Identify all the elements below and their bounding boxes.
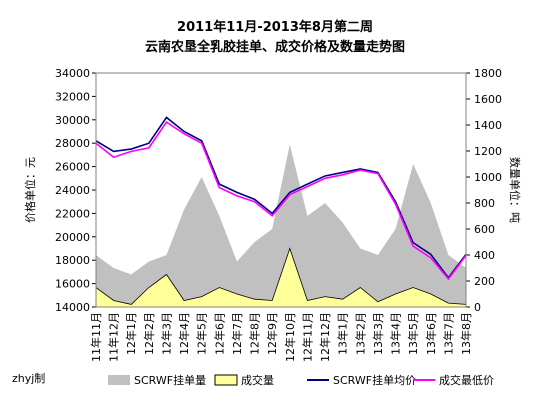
y-tick-label: 30000 [55, 114, 90, 127]
y2-tick-label: 1800 [474, 67, 502, 80]
legend-label: SCRWF挂单量 [134, 373, 206, 387]
legend-swatch [108, 375, 130, 385]
x-tick-label: 12年8月 [248, 312, 262, 355]
x-tick-label: 12年4月 [177, 312, 191, 355]
x-tick-label: 13年2月 [353, 312, 367, 355]
chart-title: 2011年11月-2013年8月第二周 [177, 19, 373, 35]
y2-tick-label: 1200 [474, 145, 502, 158]
y2-tick-label: 600 [474, 223, 495, 236]
line [95, 121, 467, 281]
x-tick-label: 12年12月 [318, 312, 332, 362]
legend-swatch [214, 374, 238, 386]
y-tick-label: 22000 [55, 207, 90, 220]
y-axis-label: 价格单位：元 [23, 157, 37, 223]
y2-tick-label: 1400 [474, 119, 502, 132]
y2-tick-label: 1600 [474, 93, 502, 106]
plot-border [95, 72, 467, 308]
y-tick-label: 20000 [55, 231, 90, 244]
x-tick-label: 12年7月 [230, 312, 244, 355]
y2-tick-label: 1000 [474, 171, 502, 184]
x-tick-label: 12年2月 [142, 312, 156, 355]
area [96, 144, 466, 307]
x-tick-label: 12年6月 [212, 312, 226, 355]
x-tick-label: 13年1月 [336, 312, 350, 355]
legend-label: 成交最低价 [439, 373, 494, 387]
x-tick-label: 12年11月 [300, 312, 314, 362]
y2-axis-label: 数量单位：吨 [508, 157, 522, 223]
legend-label: 成交量 [241, 373, 274, 387]
y-tick-label: 18000 [55, 254, 90, 267]
credit: zhyj制 [12, 372, 45, 385]
y-tick-label: 32000 [55, 90, 90, 103]
y-tick-label: 14000 [55, 301, 90, 314]
y2-tick-label: 800 [474, 197, 495, 210]
x-tick-label: 12年9月 [265, 312, 279, 355]
area [95, 247, 467, 308]
y-tick-label: 26000 [55, 161, 90, 174]
x-tick-label: 13年8月 [459, 312, 473, 355]
y2-tick-label: 200 [474, 275, 495, 288]
x-tick-label: 12年10月 [283, 312, 297, 362]
y-tick-label: 34000 [55, 67, 90, 80]
y-tick-label: 28000 [55, 137, 90, 150]
x-tick-label: 13年4月 [389, 312, 403, 355]
line [95, 116, 467, 280]
x-tick-label: 13年5月 [406, 312, 420, 355]
y2-tick-label: 400 [474, 249, 495, 262]
y2-tick-label: 0 [474, 301, 481, 314]
legend-label: SCRWF挂单均价 [333, 373, 416, 387]
chart-subtitle: 云南农垦全乳胶挂单、成交价格及数量走势图 [145, 39, 405, 55]
x-tick-label: 12年5月 [195, 312, 209, 355]
x-tick-label: 13年3月 [371, 312, 385, 355]
x-tick-label: 12年3月 [159, 312, 173, 355]
x-tick-label: 12年1月 [124, 312, 138, 355]
x-tick-label: 13年6月 [424, 312, 438, 355]
x-tick-label: 11年12月 [107, 312, 121, 362]
y-tick-label: 24000 [55, 184, 90, 197]
y-tick-label: 16000 [55, 278, 90, 291]
x-tick-label: 11年11月 [89, 312, 103, 362]
x-tick-label: 13年7月 [441, 312, 455, 355]
